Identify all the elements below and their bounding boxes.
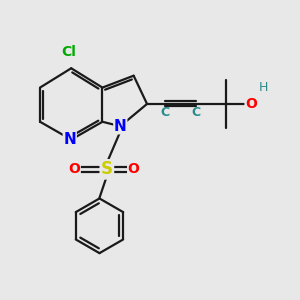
Text: C: C (160, 106, 170, 119)
Text: H: H (258, 81, 268, 94)
Text: O: O (128, 162, 140, 176)
Text: Cl: Cl (61, 45, 76, 59)
Text: O: O (68, 162, 80, 176)
Text: C: C (191, 106, 201, 119)
Text: N: N (63, 132, 76, 147)
Text: N: N (114, 119, 127, 134)
Text: S: S (101, 160, 113, 178)
Text: O: O (245, 97, 257, 111)
